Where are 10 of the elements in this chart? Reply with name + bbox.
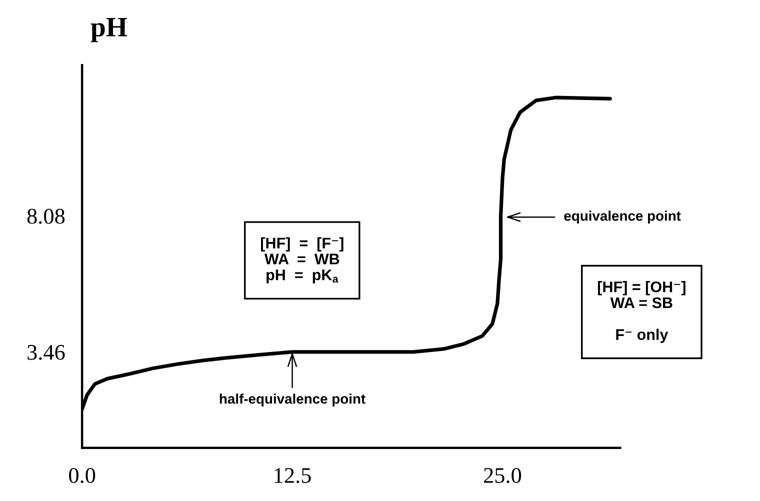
x-tick-label: 12.5	[274, 468, 311, 484]
y-axis-title: pH	[90, 18, 128, 42]
x-tick-label: 25.0	[484, 468, 522, 484]
annotation: half-equivalence point	[220, 394, 366, 407]
y-tick-label: 8.08	[27, 208, 65, 224]
y-tick-label: 3.46	[28, 344, 65, 360]
annotation: equivalence point	[564, 210, 681, 224]
annotation: [HF] = [F⁻] WA = WB pH = pK$_{a}$	[261, 237, 344, 284]
text: [HF] = [OH⁻] WA = SB F⁻ only	[598, 281, 686, 343]
x-tick-label: 0.0	[69, 468, 96, 484]
